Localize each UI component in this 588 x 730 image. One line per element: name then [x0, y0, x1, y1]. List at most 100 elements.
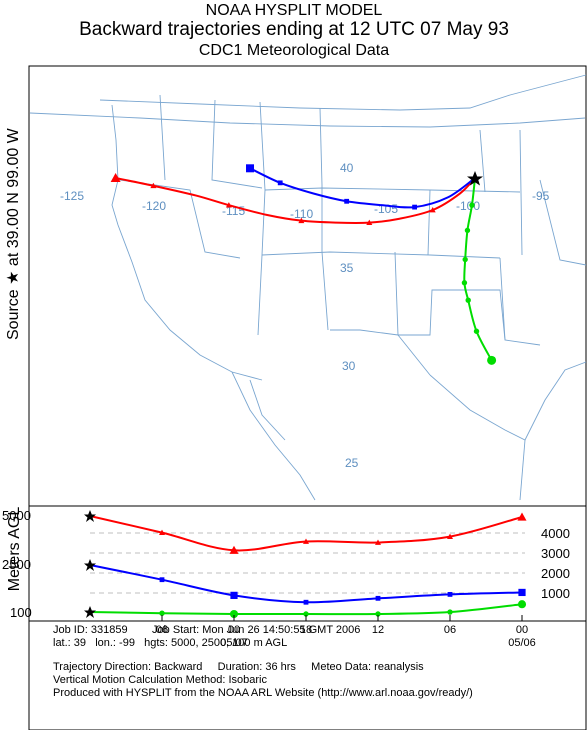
profile-point [517, 512, 527, 521]
profile-point [375, 611, 381, 617]
profile-point [230, 591, 238, 599]
footer-location-line: lat.: 39 lon.: -99 hgts: 5000, 2500, 100… [53, 637, 288, 649]
y-right-tick-label: 3000 [541, 546, 570, 561]
map-trajectory-endpoint [110, 173, 121, 182]
source-star-icon [467, 171, 483, 186]
figure-title-line3: CDC1 Meteorological Data [198, 42, 390, 59]
profile-point [303, 611, 309, 617]
lon-label: -110 [290, 207, 313, 221]
x-tick-label: 00 [516, 624, 528, 636]
profile-point [518, 588, 526, 597]
y-right-tick-label: 4000 [541, 526, 570, 541]
state-lines-nm-tx [394, 251, 506, 341]
figure-title-line2: Backward trajectories ending at 12 UTC 0… [79, 19, 509, 40]
gridline-lat [29, 112, 586, 128]
state-line-lat41 [264, 187, 521, 193]
profile-point [229, 609, 239, 619]
map-trajectory-endpoint [487, 355, 497, 365]
border-canada [99, 74, 587, 111]
map-trajectory-point [465, 297, 471, 303]
coastline-baja [231, 371, 316, 501]
state-line-ca-nv [119, 179, 241, 259]
coastline-mexico-east [519, 439, 526, 501]
lat-label: 35 [340, 261, 354, 275]
footer-frame [28, 620, 587, 730]
profile-point [375, 595, 381, 601]
profile-point [159, 610, 165, 616]
border-mexico [330, 329, 431, 376]
profile-point [303, 538, 309, 544]
map-trajectory-point [469, 202, 475, 208]
profile-point [447, 533, 453, 539]
x-date-label: 05/07 [220, 637, 248, 649]
x-tick-label: 06 [156, 624, 168, 636]
x-tick-label: 06 [444, 624, 456, 636]
figure-title-line1: NOAA HYSPLIT MODEL [205, 2, 383, 19]
map-trajectory-point [412, 204, 417, 210]
x-tick-label: 12 [372, 624, 384, 636]
profile-start-star-icon [84, 510, 96, 522]
profile-point [159, 529, 165, 536]
profile-point [159, 577, 165, 583]
y-tick-label: 5000 [2, 508, 31, 523]
footer-direction-line: Trajectory Direction: Backward Duration:… [53, 661, 424, 673]
state-line-ut-co [319, 107, 329, 331]
map-trajectory-point [298, 217, 305, 224]
footer-produced-line: Produced with HYSPLIT from the NOAA ARL … [53, 687, 473, 699]
coastline-gulf [429, 361, 587, 441]
map-trajectory-point [473, 328, 480, 334]
map-trajectory-point [277, 180, 283, 186]
map-trajectory-point [464, 227, 471, 234]
state-line-nv-ut [257, 101, 266, 336]
profile-point [303, 599, 309, 605]
map-trajectory-line [115, 177, 476, 224]
footer-method-line: Vertical Motion Calculation Method: Isob… [53, 674, 267, 686]
lat-label: 40 [340, 161, 354, 175]
profile-point [447, 592, 453, 597]
trajectory-series-group [110, 164, 497, 365]
map-trajectory-point [366, 219, 373, 226]
lon-label: -120 [142, 199, 166, 213]
footer-job-line: Job ID: 331859 Job Start: Mon Jun 26 14:… [53, 624, 361, 636]
profile-point [447, 609, 453, 615]
state-lines-nw [159, 94, 263, 189]
map-boundaries [29, 74, 587, 501]
y-tick-label: 2500 [2, 557, 31, 572]
state-lines-plains [427, 129, 523, 256]
profile-line [89, 564, 523, 604]
x-date-label: 05/06 [508, 637, 536, 649]
map-trajectory-point [462, 256, 468, 263]
map-trajectory-point [225, 202, 232, 208]
lat-label: 30 [342, 359, 356, 373]
coastline-west [111, 104, 263, 381]
lon-label: -95 [532, 189, 550, 203]
lon-label: -125 [60, 189, 84, 203]
profile-right-ticks: 4000 3000 2000 1000 [541, 526, 570, 601]
map-axis-labels: -125 -120 -115 -110 -105 -100 -95 40 35 … [60, 161, 550, 470]
x-tick-label: 00 [228, 624, 240, 636]
profile-series-group [84, 510, 527, 619]
map-trajectory-point [344, 198, 350, 204]
x-tick-label: 18 [300, 624, 312, 636]
profile-left-ticks: 5000 2500 100 [2, 508, 32, 620]
map-frame [28, 65, 587, 507]
y-right-tick-label: 1000 [541, 586, 570, 601]
y-right-tick-label: 2000 [541, 566, 570, 581]
lat-label: 25 [345, 456, 359, 470]
map-trajectory-point [461, 280, 468, 286]
map-trajectory-point [429, 207, 436, 213]
profile-point [375, 539, 381, 545]
lon-label: -100 [456, 199, 480, 213]
profile-start-star-icon [84, 606, 96, 619]
profile-start-star-icon [84, 559, 96, 571]
state-lines-east [499, 179, 587, 346]
map-trajectory-endpoint [246, 164, 255, 173]
y-tick-label: 100 [10, 605, 32, 620]
profile-point [517, 600, 527, 609]
profile-point [229, 545, 239, 554]
map-trajectory-line [249, 167, 476, 209]
map-trajectory-point [150, 182, 157, 189]
